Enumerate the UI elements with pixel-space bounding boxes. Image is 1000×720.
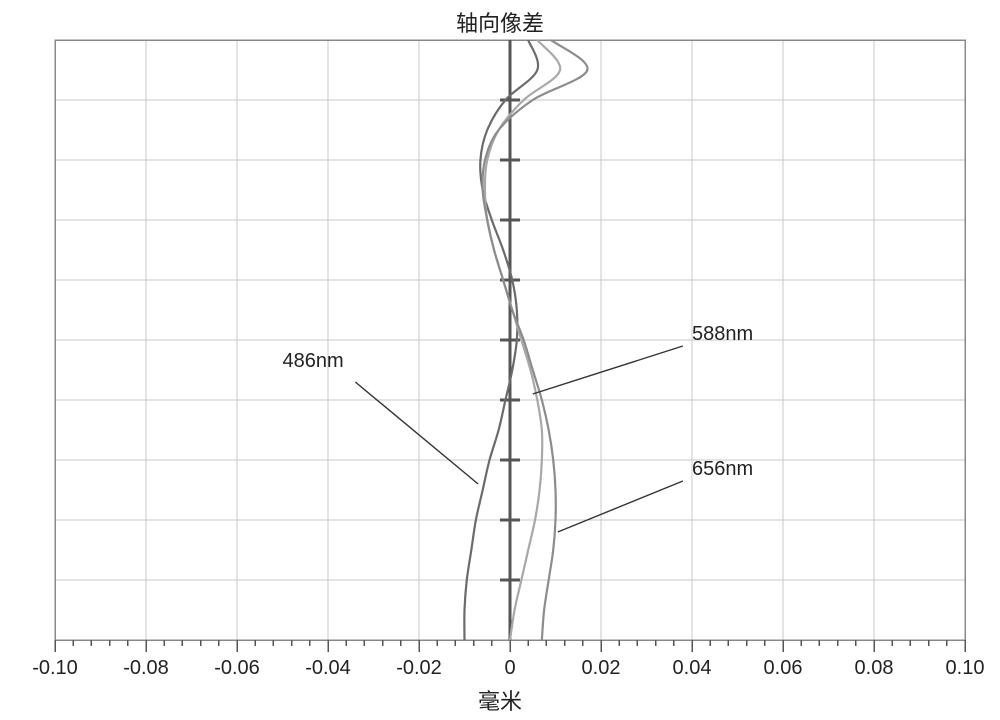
x-tick-label: -0.02 xyxy=(396,657,442,679)
annotation-656nm: 656nm xyxy=(692,458,753,480)
annotation-line xyxy=(558,481,683,532)
x-tick-label: -0.10 xyxy=(32,657,78,679)
annotation-line xyxy=(533,346,683,394)
x-tick-label: 0.06 xyxy=(764,657,803,679)
annotation-486nm: 486nm xyxy=(283,350,344,372)
x-tick-label: 0.02 xyxy=(582,657,621,679)
x-tick-label: 0.08 xyxy=(855,657,894,679)
aberration-chart: 轴向像差 毫米 -0.10-0.08-0.06-0.04-0.0200.020.… xyxy=(0,0,1000,720)
x-tick-label: -0.04 xyxy=(305,657,351,679)
x-tick-label: 0 xyxy=(504,657,515,679)
annotation-588nm: 588nm xyxy=(692,323,753,345)
chart-svg: -0.10 -0.08 -0.06 -0.04 -0.02 0 0.02 0.04 0.06 0.… xyxy=(0,0,1000,720)
annotation-line xyxy=(355,382,478,484)
x-tick-label: 0.04 xyxy=(673,657,712,679)
x-tick-label: -0.06 xyxy=(214,657,260,679)
x-axis-ticks: -0.10 -0.08 -0.06 -0.04 -0.02 0 0.02 0.04 0.06 0.… xyxy=(32,640,984,679)
x-tick-label: 0.10 xyxy=(946,657,985,679)
x-tick-label: -0.08 xyxy=(123,657,169,679)
